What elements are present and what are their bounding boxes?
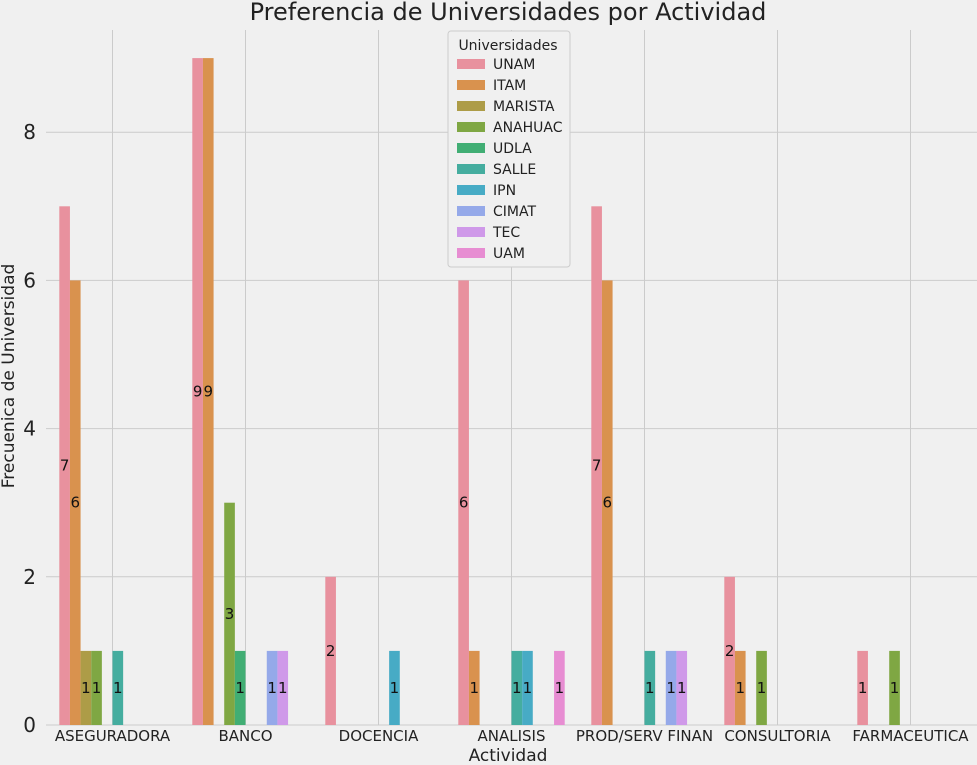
legend-label: CIMAT	[493, 204, 536, 220]
data-label: 1	[390, 679, 400, 697]
bar	[734, 650, 746, 725]
legend-swatch	[457, 122, 485, 132]
bar	[724, 576, 735, 725]
x-tick-labels: ASEGURADORA BANCO DOCENCIA ANALISIS PROD/SER…	[55, 727, 969, 745]
data-label: 1	[890, 679, 900, 697]
data-label: 3	[225, 605, 235, 623]
data-label: 1	[267, 679, 277, 697]
y-axis-label: Frecuenica de Universidad	[0, 264, 19, 489]
data-label: 6	[459, 494, 469, 512]
legend-swatch	[457, 227, 485, 237]
legend-label: ITAM	[493, 78, 526, 94]
bar	[277, 650, 289, 725]
bar	[468, 650, 480, 725]
y-tick-labels: 0 2 4 6 8	[23, 120, 36, 737]
x-tick-label: PROD/SERV FINAN	[576, 727, 713, 745]
y-tick-label: 2	[23, 565, 36, 589]
legend-swatch	[457, 80, 485, 90]
x-tick-label: FARMACEUTICA	[852, 727, 969, 745]
data-label: 1	[555, 679, 565, 697]
bar	[192, 58, 203, 726]
bar	[80, 650, 92, 725]
bar	[756, 650, 767, 725]
data-label: 7	[60, 457, 70, 475]
x-tick-label: DOCENCIA	[339, 727, 419, 745]
bar	[676, 650, 688, 725]
data-label: 9	[193, 383, 203, 401]
bar	[91, 650, 102, 725]
bar	[889, 650, 900, 725]
legend-swatch	[457, 143, 485, 153]
legend-label: ANAHUAC	[493, 120, 563, 136]
bar	[522, 650, 533, 725]
bar	[325, 576, 336, 725]
bar	[857, 650, 868, 725]
legend-label: UAM	[493, 246, 525, 262]
data-label: 1	[469, 679, 479, 697]
data-label: 1	[113, 679, 123, 697]
legend-swatch	[457, 248, 485, 258]
bar	[458, 280, 469, 725]
x-tick-label: CONSULTORIA	[724, 727, 831, 745]
data-label: 7	[592, 457, 602, 475]
legend-label: SALLE	[493, 162, 536, 178]
bar	[665, 650, 677, 725]
bar	[511, 650, 523, 725]
legend-swatch	[457, 164, 485, 174]
x-tick-label: BANCO	[218, 727, 272, 745]
data-label: 1	[666, 679, 676, 697]
bar	[224, 502, 235, 725]
bar	[266, 650, 278, 725]
bars	[59, 58, 900, 726]
legend-label: UNAM	[493, 57, 535, 73]
data-label: 1	[858, 679, 868, 697]
data-label: 1	[235, 679, 245, 697]
legend-label: TEC	[492, 225, 520, 241]
y-tick-label: 8	[23, 120, 36, 144]
bar	[554, 650, 565, 725]
legend-swatch	[457, 59, 485, 69]
bar	[59, 206, 70, 726]
y-tick-label: 4	[23, 417, 36, 441]
data-label: 1	[757, 679, 767, 697]
legend-label: MARISTA	[493, 99, 555, 115]
legend-swatch	[457, 101, 485, 111]
legend: Universidades UNAM ITAM MARISTA ANAHUAC UDLA…	[447, 30, 571, 268]
legend-title: Universidades	[458, 38, 557, 54]
bar	[601, 280, 613, 725]
data-label: 1	[677, 679, 687, 697]
data-label: 9	[203, 383, 213, 401]
chart-title: Preferencia de Universidades por Activid…	[250, 0, 767, 26]
data-label: 1	[278, 679, 288, 697]
data-label: 1	[512, 679, 522, 697]
data-label: 6	[70, 494, 80, 512]
data-label: 1	[81, 679, 91, 697]
x-tick-label: ASEGURADORA	[55, 727, 171, 745]
data-label: 2	[326, 642, 336, 660]
bar	[234, 650, 246, 725]
legend-swatch	[457, 206, 485, 216]
data-label: 1	[645, 679, 655, 697]
x-tick-label: ANALISIS	[478, 727, 546, 745]
y-tick-label: 6	[23, 268, 36, 292]
data-label: 1	[735, 679, 745, 697]
bar	[389, 650, 400, 725]
data-label: 2	[725, 642, 735, 660]
bar	[69, 280, 81, 725]
data-label: 6	[602, 494, 612, 512]
y-tick-label: 0	[23, 713, 36, 737]
legend-swatch	[457, 185, 485, 195]
bar	[112, 650, 124, 725]
x-axis-label: Actividad	[469, 746, 548, 765]
data-label: 1	[92, 679, 102, 697]
legend-label: UDLA	[493, 141, 532, 157]
legend-items: UNAM ITAM MARISTA ANAHUAC UDLA SALLE IPN CIMAT T…	[457, 57, 563, 262]
legend-label: IPN	[493, 183, 516, 199]
bar	[591, 206, 602, 726]
bar	[202, 58, 214, 726]
data-label: 1	[523, 679, 533, 697]
bar	[644, 650, 656, 725]
